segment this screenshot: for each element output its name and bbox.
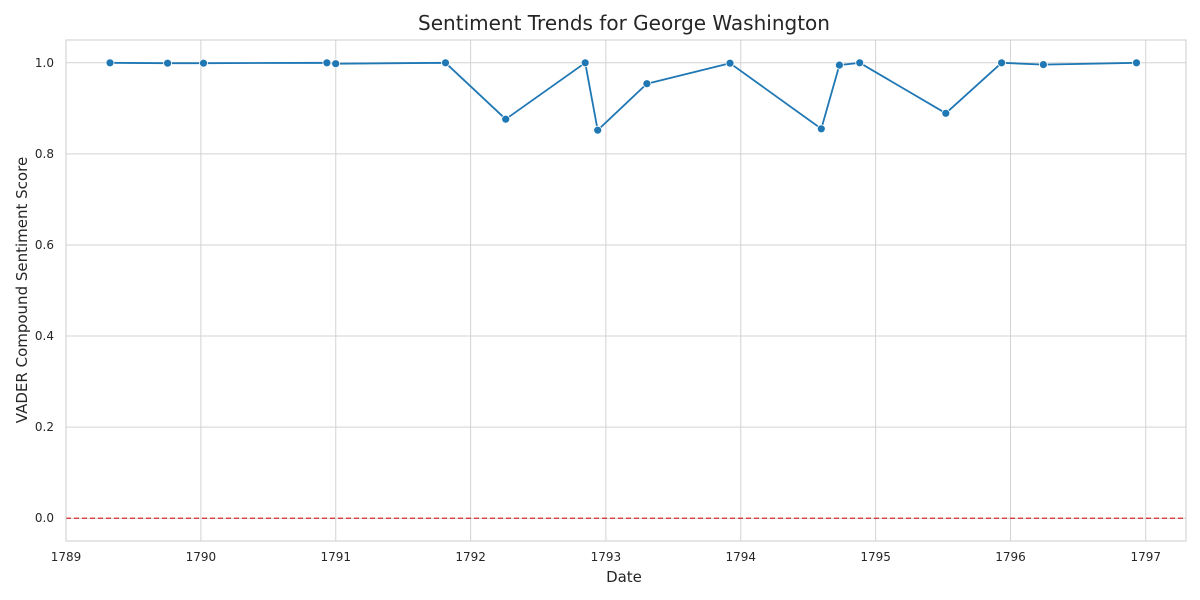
x-tick-label: 1797 [1130, 550, 1161, 564]
y-tick-label: 0.6 [35, 238, 54, 252]
data-point [322, 58, 332, 68]
y-tick-label: 0.8 [35, 147, 54, 161]
y-tick-label: 0.2 [35, 420, 54, 434]
data-point [997, 58, 1006, 68]
data-point [163, 58, 173, 68]
y-tick-label: 1.0 [35, 56, 54, 70]
data-point [642, 79, 652, 89]
chart-title: Sentiment Trends for George Washington [418, 11, 830, 35]
data-point [941, 108, 951, 118]
x-tick-label: 1793 [591, 550, 622, 564]
x-tick-label: 1794 [725, 550, 756, 564]
data-point [441, 58, 450, 68]
y-tick-label: 0.4 [35, 329, 54, 343]
data-point [501, 114, 511, 124]
grid-lines [65, 40, 1186, 541]
x-axis-label: Date [606, 568, 642, 586]
data-point [105, 58, 115, 68]
x-tick-label: 1792 [455, 550, 486, 564]
x-tick-label: 1789 [51, 550, 82, 564]
plot-frame [65, 39, 1187, 542]
x-tick-labels: 1789 1790 1791 1792 1793 1794 1795 1796 1797 [51, 550, 1161, 564]
x-tick-label: 1796 [995, 550, 1026, 564]
data-point [835, 60, 844, 70]
data-point [855, 58, 865, 68]
series-group [105, 58, 1141, 135]
x-tick-label: 1791 [320, 550, 351, 564]
data-point [580, 58, 590, 68]
data-point [725, 58, 735, 68]
y-tick-label: 0.0 [35, 511, 54, 525]
series-line [109, 61, 1137, 132]
data-point [1039, 60, 1048, 69]
data-point [331, 59, 341, 69]
data-point [199, 58, 208, 68]
data-point [593, 125, 603, 135]
data-point [1132, 58, 1141, 68]
data-point [816, 124, 826, 134]
y-tick-labels: 0.0 0.2 0.4 0.6 0.8 1.0 [35, 56, 54, 525]
x-tick-label: 1795 [860, 550, 891, 564]
x-tick-label: 1790 [186, 550, 217, 564]
y-axis-label: VADER Compound Sentiment Score [13, 157, 31, 423]
